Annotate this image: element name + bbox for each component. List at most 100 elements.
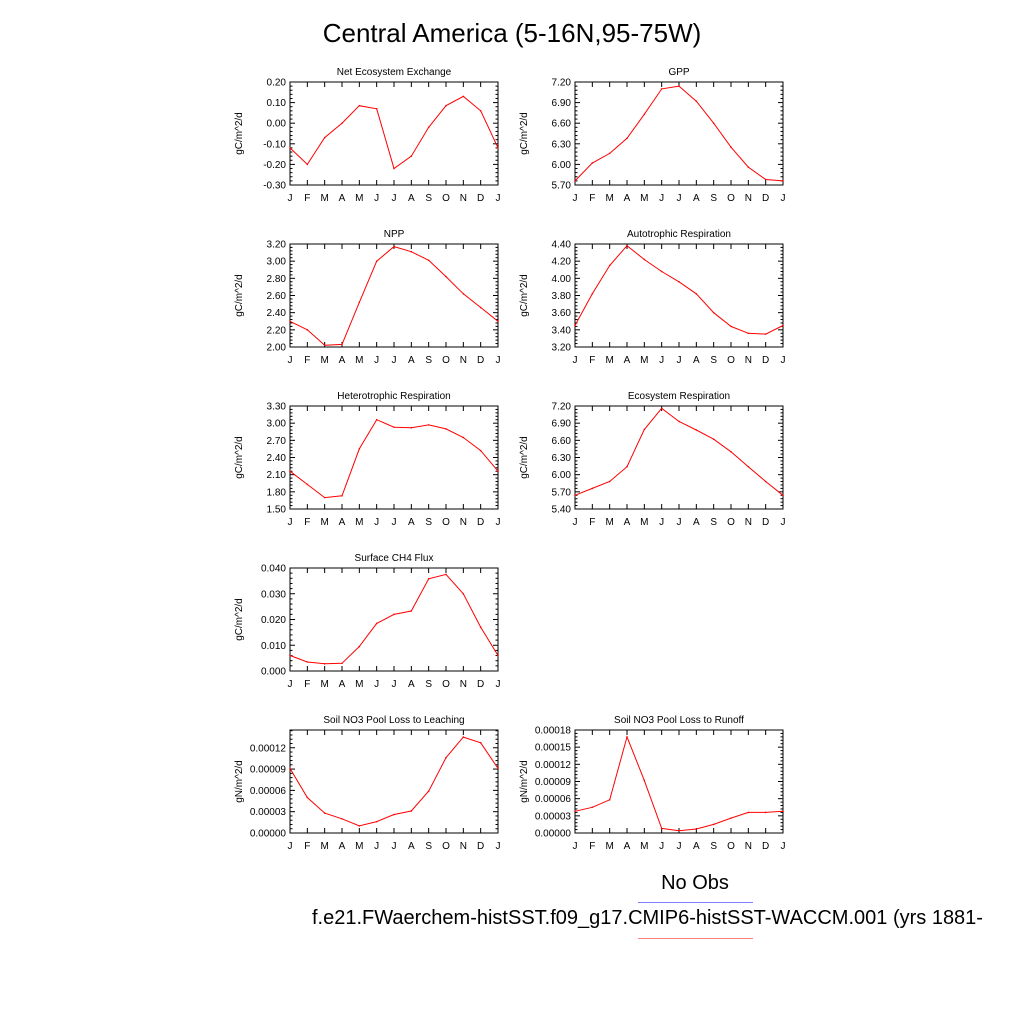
y-tick-label: 0.00015 <box>535 743 572 754</box>
x-tick-label: D <box>477 517 484 528</box>
x-tick-label: J <box>677 841 682 852</box>
y-tick-label: 3.30 <box>267 402 287 413</box>
x-tick-label: J <box>496 355 501 366</box>
chart-panel: Soil NO3 Pool Loss to Runoff gN/m^2/d 0.00… <box>519 715 786 852</box>
data-point <box>462 736 465 738</box>
data-point <box>462 292 465 295</box>
data-point <box>608 799 611 801</box>
y-tick-label: 4.40 <box>552 240 572 251</box>
y-axis-label: gC/m^2/d <box>519 274 530 317</box>
data-point <box>445 104 447 107</box>
x-tick-label: M <box>355 841 363 852</box>
data-point <box>782 324 784 327</box>
x-tick-label: A <box>624 841 631 852</box>
y-axis-label: gC/m^2/d <box>519 112 530 155</box>
data-point <box>289 320 291 323</box>
data-point <box>497 470 499 473</box>
y-tick-label: 0.00009 <box>535 777 572 788</box>
x-tick-label: N <box>460 355 467 366</box>
data-point <box>747 465 750 468</box>
chart-panel: NPP gC/m^2/d 2.00 2.20 2.40 2.60 2.80 3.00 3.20 J… <box>234 229 501 366</box>
data-point <box>306 329 309 331</box>
x-tick-label: M <box>640 841 648 852</box>
y-tick-label: 3.80 <box>552 291 572 302</box>
data-point <box>306 483 309 486</box>
data-point <box>393 245 395 248</box>
y-tick-label: 3.40 <box>552 325 572 336</box>
y-tick-label: 0.20 <box>267 78 287 89</box>
chart-panel: Net Ecosystem Exchange gC/m^2/d -0.30 -0.20… <box>234 67 501 204</box>
x-tick-label: S <box>710 193 717 204</box>
x-tick-label: S <box>425 193 432 204</box>
x-tick-label: M <box>355 679 363 690</box>
x-tick-label: J <box>659 841 664 852</box>
data-point <box>445 756 447 759</box>
y-tick-label: 0.00012 <box>535 760 572 771</box>
data-point <box>497 147 499 149</box>
chart-panel: Ecosystem Respiration gC/m^2/d 5.40 5.70 6.0… <box>519 391 786 528</box>
data-point <box>375 107 378 110</box>
chart-title: GPP <box>668 67 689 78</box>
chart-title: Ecosystem Respiration <box>628 391 730 402</box>
data-point <box>730 325 732 328</box>
data-point <box>479 626 482 629</box>
x-tick-label: N <box>460 841 467 852</box>
y-tick-label: 2.20 <box>267 325 287 336</box>
series-line <box>289 246 499 346</box>
data-point <box>764 178 767 181</box>
x-tick-label: A <box>624 517 631 528</box>
x-tick-label: S <box>425 841 432 852</box>
x-tick-label: M <box>355 193 363 204</box>
x-tick-label: S <box>425 355 432 366</box>
y-tick-label: 1.50 <box>267 505 287 516</box>
series-line <box>574 85 784 182</box>
x-tick-label: D <box>477 355 484 366</box>
data-point <box>608 480 611 483</box>
data-point <box>479 449 482 452</box>
data-point <box>695 828 698 830</box>
data-point <box>643 428 646 431</box>
y-tick-label: 0.10 <box>267 98 287 109</box>
x-tick-label: J <box>288 679 293 690</box>
x-tick-label: O <box>442 355 450 366</box>
x-tick-label: O <box>727 355 735 366</box>
x-tick-label: M <box>355 517 363 528</box>
x-tick-label: O <box>442 841 450 852</box>
x-tick-label: J <box>288 841 293 852</box>
x-tick-label: M <box>640 193 648 204</box>
y-tick-label: 3.00 <box>267 257 287 268</box>
x-tick-label: S <box>710 355 717 366</box>
x-tick-label: S <box>710 517 717 528</box>
x-tick-label: M <box>605 841 613 852</box>
x-tick-label: J <box>374 841 379 852</box>
data-point <box>730 146 732 149</box>
data-point <box>782 810 784 813</box>
data-point <box>747 332 750 335</box>
data-point <box>306 661 309 663</box>
x-tick-label: J <box>677 193 682 204</box>
plot-frame <box>289 81 499 186</box>
x-tick-label: J <box>288 193 293 204</box>
data-point <box>574 810 576 813</box>
x-tick-label: J <box>659 193 664 204</box>
x-tick-label: J <box>573 355 578 366</box>
y-tick-label: 0.000 <box>261 667 286 678</box>
x-tick-label: M <box>320 841 328 852</box>
plot-frame <box>289 729 499 834</box>
y-tick-label: 0.040 <box>261 564 286 575</box>
x-tick-label: M <box>605 517 613 528</box>
data-point <box>574 494 576 497</box>
x-tick-label: J <box>781 355 786 366</box>
data-point <box>643 779 646 782</box>
series-line <box>289 573 499 665</box>
series-line <box>289 736 499 827</box>
x-tick-label: A <box>408 355 415 366</box>
data-point <box>393 613 395 616</box>
data-point <box>712 823 715 826</box>
x-tick-label: D <box>762 355 769 366</box>
data-point <box>712 438 715 440</box>
data-point <box>445 275 447 278</box>
x-tick-label: M <box>605 193 613 204</box>
x-tick-label: F <box>589 193 595 204</box>
